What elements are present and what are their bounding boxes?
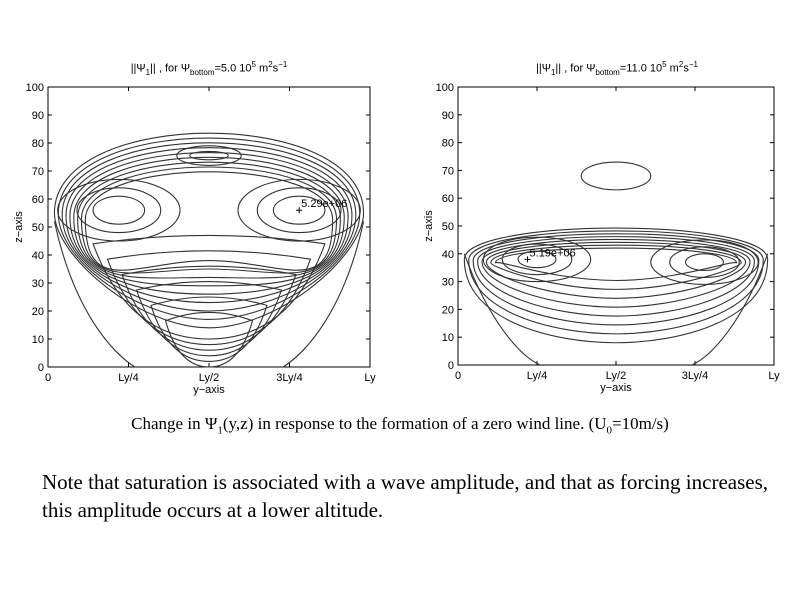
contour-outer bbox=[472, 233, 760, 326]
contour-side-left bbox=[463, 253, 541, 366]
contour-outer bbox=[84, 171, 334, 271]
contour-outer bbox=[490, 244, 742, 290]
contour-outer bbox=[77, 161, 341, 279]
contour-top-ellipse bbox=[189, 150, 229, 161]
y-tick-label: 90 bbox=[442, 110, 454, 122]
contour-side-left bbox=[53, 221, 136, 368]
contour-max-ring bbox=[57, 178, 181, 242]
right-panel: ||Ψ1|| , for Ψbottom=11.0 105 m2s−1 0 10 2… bbox=[400, 0, 800, 410]
max-value-label: 5.19e+06 bbox=[530, 247, 576, 259]
contour-outer bbox=[57, 137, 361, 320]
y-tick-label: 60 bbox=[32, 194, 44, 206]
contour-max-ring bbox=[92, 195, 146, 225]
contour-max-ring bbox=[482, 236, 592, 283]
contour-max-ring bbox=[76, 187, 162, 234]
x-tick-label: 3Ly/4 bbox=[682, 370, 709, 382]
y-tick-label: 80 bbox=[32, 138, 44, 150]
contour-lower bbox=[164, 311, 254, 368]
max-value-label: 5.29e+06 bbox=[301, 198, 347, 210]
contour-outer bbox=[468, 230, 764, 335]
x-tick-label: 0 bbox=[45, 372, 51, 384]
contour-max-ring bbox=[256, 187, 342, 234]
y-tick-label: 30 bbox=[32, 278, 44, 290]
contour-max-ring bbox=[669, 246, 740, 278]
contour-outer bbox=[61, 142, 357, 312]
contour-lower bbox=[150, 296, 268, 362]
contour-lower bbox=[135, 281, 283, 357]
figure-caption: Change in Ψ1(y,z) in response to the for… bbox=[131, 414, 669, 437]
contour-max-ring bbox=[272, 195, 326, 225]
contour-side-right bbox=[691, 253, 769, 366]
x-tick-label: Ly/4 bbox=[118, 372, 138, 384]
y-tick-label: 10 bbox=[32, 334, 44, 346]
left-panel: ||Ψ1|| , for Ψbottom=5.0 105 m2s−1 0 10 20… bbox=[0, 0, 400, 410]
x-tick-label: Ly/2 bbox=[606, 370, 626, 382]
y-tick-label: 40 bbox=[32, 250, 44, 262]
y-tick-label: 50 bbox=[442, 221, 454, 233]
left-panel-title: ||Ψ1|| , for Ψbottom=5.0 105 m2s−1 bbox=[130, 60, 288, 77]
y-tick-label: 50 bbox=[32, 222, 44, 234]
contour-lines bbox=[53, 132, 365, 368]
plot-frame bbox=[457, 86, 775, 366]
x-tick-label: 0 bbox=[455, 370, 461, 382]
max-marker bbox=[296, 207, 303, 214]
max-marker bbox=[524, 256, 531, 263]
contour-outer bbox=[477, 236, 755, 317]
y-tick-label: 100 bbox=[436, 82, 454, 94]
right-panel-title: ||Ψ1|| , for Ψbottom=11.0 105 m2s−1 bbox=[536, 60, 698, 77]
contour-lower bbox=[121, 265, 297, 351]
contour-top-ellipse bbox=[580, 161, 652, 191]
contour-max-ring bbox=[237, 178, 361, 242]
y-tick-label: 20 bbox=[442, 304, 454, 316]
y-tick-label: 0 bbox=[448, 360, 454, 372]
y-tick-label: 80 bbox=[442, 138, 454, 150]
y-tick-label: 100 bbox=[26, 82, 44, 94]
y-axis-label: z−axis bbox=[423, 210, 435, 242]
x-tick-label: Ly bbox=[364, 372, 376, 384]
contour-outer bbox=[485, 241, 747, 299]
y-tick-label: 0 bbox=[38, 362, 44, 374]
x-tick-label: Ly bbox=[768, 370, 780, 382]
y-tick-label: 20 bbox=[32, 306, 44, 318]
y-tick-label: 40 bbox=[442, 249, 454, 261]
contour-outer bbox=[65, 147, 353, 304]
contour-outer bbox=[463, 227, 769, 344]
explanatory-note: Note that saturation is associated with … bbox=[42, 470, 769, 522]
x-tick-label: 3Ly/4 bbox=[276, 372, 303, 384]
left-contour-plot: 0 10 20 30 40 50 60 70 80 90 100 0 Ly/4 Ly/2 3Ly/4 Ly y−… bbox=[13, 82, 376, 396]
y-tick-label: 90 bbox=[32, 110, 44, 122]
contour-lines bbox=[463, 161, 769, 366]
y-tick-label: 70 bbox=[442, 165, 454, 177]
y-tick-label: 70 bbox=[32, 166, 44, 178]
right-contour-plot: 0 10 20 30 40 50 60 70 80 90 100 0 Ly/4 Ly/2 3Ly/4 Ly y−… bbox=[423, 82, 780, 394]
contour-lower bbox=[106, 250, 312, 346]
contour-max-ring bbox=[517, 250, 557, 269]
contour-outer bbox=[80, 166, 338, 274]
contour-max-ring bbox=[650, 239, 759, 285]
contour-top-ellipse bbox=[176, 145, 242, 166]
x-tick-label: Ly/2 bbox=[199, 372, 219, 384]
x-axis-label: y−axis bbox=[600, 382, 632, 394]
x-tick-label: Ly/4 bbox=[527, 370, 547, 382]
y-axis-label: z−axis bbox=[13, 211, 25, 243]
contour-side-right bbox=[282, 221, 365, 368]
contour-outer bbox=[73, 156, 345, 287]
y-tick-label: 30 bbox=[442, 277, 454, 289]
contour-max-ring bbox=[501, 243, 573, 276]
plot-frame bbox=[47, 86, 371, 368]
x-axis-label: y−axis bbox=[193, 384, 225, 396]
contour-max-ring bbox=[684, 253, 724, 271]
y-tick-label: 10 bbox=[442, 332, 454, 344]
y-tick-label: 60 bbox=[442, 193, 454, 205]
